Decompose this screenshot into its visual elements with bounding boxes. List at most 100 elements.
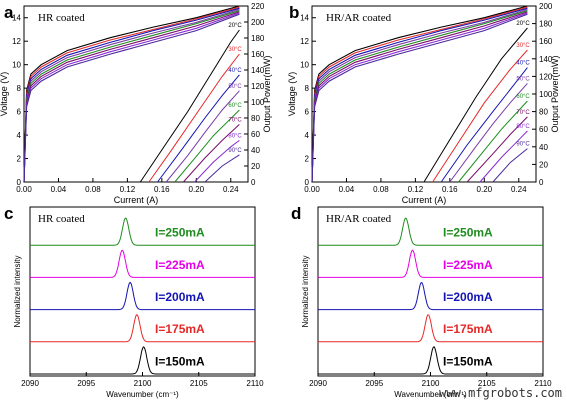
y-axis-label: Voltage (V)	[287, 72, 297, 117]
x-tick-label: 2100	[422, 379, 440, 388]
spectrum-label: I=200mA	[443, 290, 493, 304]
y-tick-label: 6	[17, 108, 22, 117]
y2-tick-label: 200	[251, 18, 265, 27]
y2-tick-label: 40	[539, 143, 548, 152]
temperature-label: 70°C	[228, 117, 242, 123]
y2-tick-label: 160	[251, 50, 265, 59]
spectrum-label: I=200mA	[155, 290, 205, 304]
y-tick-label: 4	[305, 131, 310, 140]
panel-c: 2090 2095 2100 2105 2110 Wavenumber (cm⁻¹) Nor…	[4, 204, 264, 399]
y-axis-label: Normalized intensity	[301, 255, 310, 327]
x-tick-label: 2090	[21, 379, 39, 388]
y2-tick-label: 80	[539, 108, 548, 117]
spectrum-I=150mA	[30, 346, 255, 375]
x-tick-label: 2095	[365, 379, 383, 388]
panel-a: 0.00 0.04 0.08 0.12 0.16 0.20 0.24024681012140…	[0, 2, 272, 205]
spectrum-label: I=225mA	[155, 258, 205, 272]
temperature-label: 40°C	[228, 68, 242, 74]
voltage-curve-50C	[311, 8, 528, 183]
power-curve-60C	[458, 100, 528, 183]
y2-tick-label: 220	[251, 2, 265, 11]
temperature-label: 90°C	[228, 148, 242, 154]
x-tick-label: 2090	[309, 379, 327, 388]
panel-letter-a: a	[4, 3, 14, 22]
y2-tick-label: 120	[251, 82, 265, 91]
y-tick-label: 14	[12, 14, 21, 23]
spectrum-I=225mA	[318, 249, 543, 278]
temperature-label: 60°C	[228, 103, 242, 109]
y-tick-label: 2	[305, 155, 310, 164]
y-tick-label: 10	[300, 61, 309, 70]
y-tick-label: 6	[305, 108, 310, 117]
y2-tick-label: 60	[539, 125, 548, 134]
x-tick-label: 0.08	[85, 185, 101, 194]
temperature-label: 80°C	[228, 133, 242, 139]
x-tick-label: 2095	[77, 379, 95, 388]
voltage-curve-50C	[23, 8, 240, 183]
temperature-label: 30°C	[228, 47, 242, 53]
voltage-curve-40C	[23, 7, 240, 183]
spectrum-label: I=150mA	[443, 354, 493, 368]
y2-tick-label: 20	[251, 162, 260, 171]
x-tick-label: 2110	[246, 379, 264, 388]
power-curve-50C	[165, 90, 240, 183]
x-axis-label: Wavenumber (cm⁻¹)	[106, 390, 179, 399]
panel-annotation-a: HR coated	[38, 12, 85, 24]
y2-tick-label: 20	[539, 160, 548, 169]
voltage-curve-30C	[311, 6, 528, 183]
x-tick-label: 0.20	[189, 185, 205, 194]
voltage-curve-70C	[23, 11, 240, 183]
x-tick-label: 2105	[478, 379, 496, 388]
voltage-curve-70C	[311, 11, 528, 183]
voltage-curve-60C	[311, 10, 528, 183]
panel-annotation-d: HR/AR coated	[326, 213, 392, 225]
x-tick-label: 0.24	[511, 185, 527, 194]
x-tick-label: 0.08	[373, 185, 389, 194]
y2-tick-label: 100	[251, 98, 265, 107]
spectrum-label: I=225mA	[443, 258, 493, 272]
y-tick-label: 8	[305, 84, 310, 93]
panel-annotation-c: HR coated	[38, 213, 85, 225]
voltage-curve-60C	[23, 10, 240, 183]
y2-axis-label: Output Power(mW)	[550, 55, 560, 132]
temperature-label: 50°C	[516, 76, 530, 82]
spectrum-I=200mA	[318, 282, 543, 311]
y-tick-label: 0	[17, 178, 22, 187]
x-tick-label: 0.00	[16, 185, 32, 194]
temperature-label: 40°C	[516, 61, 530, 67]
x-tick-label: 0.16	[442, 185, 458, 194]
spectrum-I=225mA	[30, 249, 255, 278]
temperature-label: 20°C	[516, 21, 530, 27]
panel-letter-d: d	[291, 204, 301, 223]
y2-tick-label: 200	[539, 2, 553, 11]
power-curve-30C	[432, 49, 528, 183]
y2-tick-label: 80	[251, 114, 260, 123]
y-tick-label: 2	[17, 155, 22, 164]
panel-letter-b: b	[289, 3, 299, 22]
power-curve-80C	[479, 130, 528, 183]
x-axis-label: Current (A)	[402, 195, 447, 205]
panel-letter-c: c	[4, 204, 13, 223]
power-curve-30C	[148, 53, 240, 183]
y2-tick-label: 120	[539, 72, 553, 81]
voltage-curve-80C	[311, 12, 528, 183]
y2-tick-label: 60	[251, 130, 260, 139]
spectrum-label: I=175mA	[443, 322, 493, 336]
temperature-label: 30°C	[516, 43, 530, 49]
x-tick-label: 0.12	[408, 185, 424, 194]
x-axis-label: Wavenumber (cm⁻¹)	[394, 390, 467, 399]
x-tick-label: 0.12	[120, 185, 136, 194]
power-curve-90C	[492, 148, 528, 183]
temperature-label: 50°C	[228, 84, 242, 90]
power-curve-90C	[204, 154, 240, 183]
y-tick-label: 14	[300, 14, 309, 23]
y-tick-label: 10	[12, 61, 21, 70]
x-tick-label: 2105	[190, 379, 208, 388]
y-tick-label: 4	[17, 131, 22, 140]
voltage-curve-20C	[23, 5, 240, 183]
temperature-label: 70°C	[516, 110, 530, 116]
spectrum-I=250mA	[30, 217, 255, 246]
y-axis-label: Voltage (V)	[0, 72, 9, 117]
